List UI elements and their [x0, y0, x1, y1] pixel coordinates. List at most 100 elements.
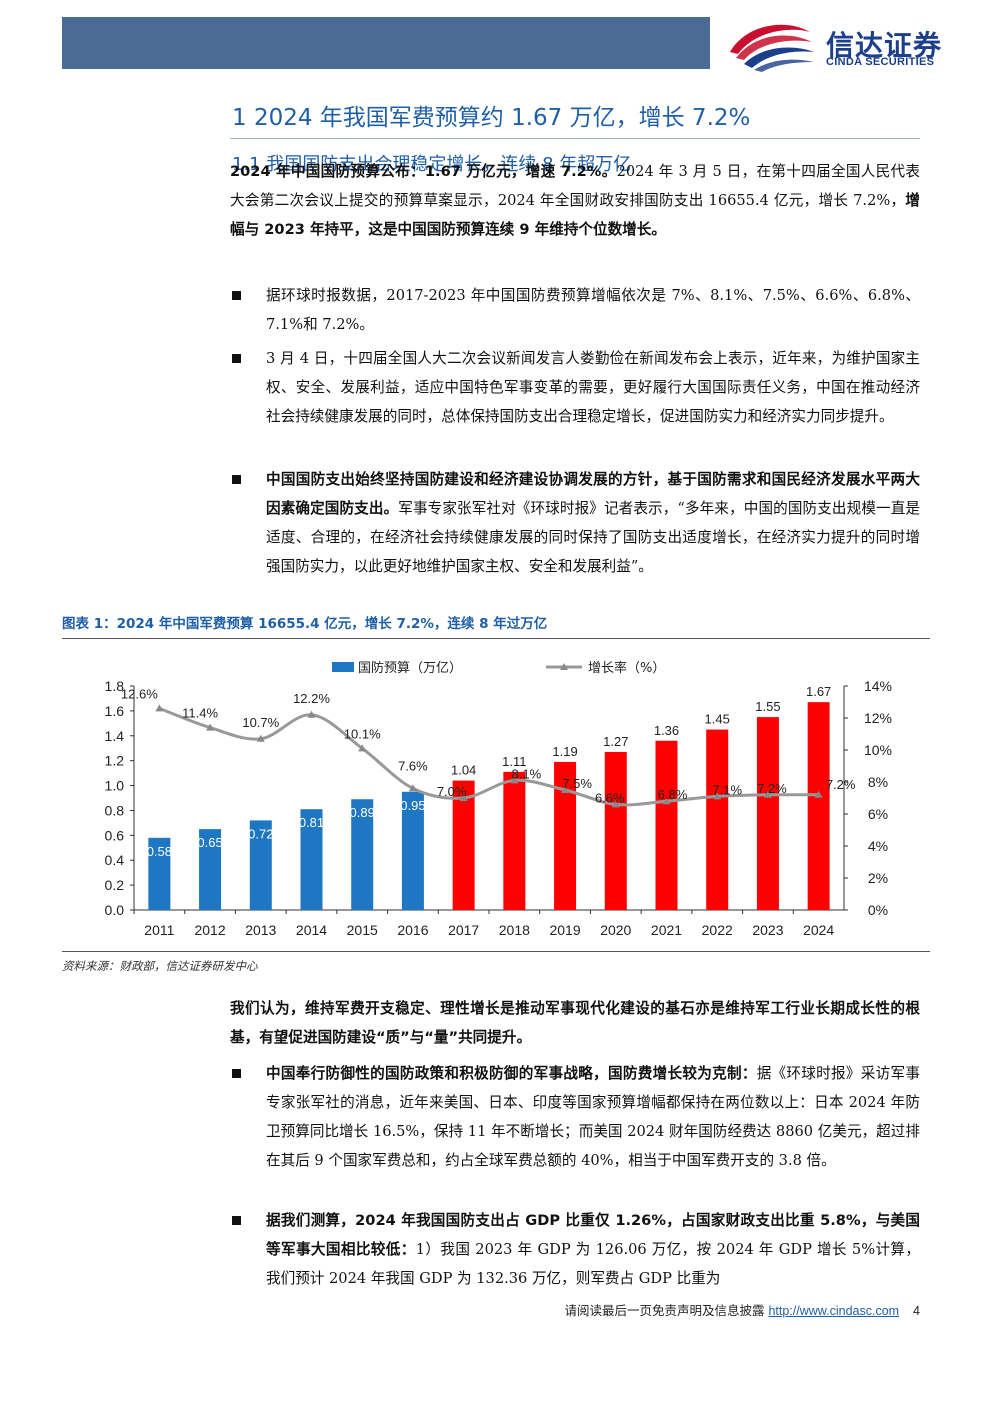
- bullet-item: 3 月 4 日，十四届全国人大二次会议新闻发言人娄勤俭在新闻发布会上表示，近年来…: [230, 344, 920, 431]
- intro-text: 2024 年 3 月 5 日，在第十四届全国人民代表大会第二次会议上提交的预算草…: [230, 163, 921, 209]
- heading-divider: [230, 138, 920, 139]
- bar: [199, 829, 222, 910]
- bar: [503, 771, 526, 910]
- right-tick-label: 12%: [864, 710, 892, 726]
- bullet-item: 据我们测算，2024 年我国国防支出占 GDP 比重仅 1.26%，占国家财政支…: [230, 1206, 920, 1293]
- bar: [249, 820, 272, 910]
- intro-bold-tail: 增幅与 2023 年持平，这是中国国防预算连续 9 年维持个位数增长。: [230, 192, 920, 238]
- growth-rate-marker: [814, 790, 823, 798]
- x-tick-label: 2023: [752, 922, 783, 938]
- growth-rate-marker: [561, 786, 570, 793]
- bar: [554, 761, 577, 910]
- right-tick-label: 4%: [868, 838, 888, 854]
- right-tick-label: 2%: [868, 870, 888, 886]
- growth-rate-label: 7.1%: [712, 782, 742, 797]
- page-number: 4: [913, 1304, 920, 1318]
- growth-rate-marker: [307, 710, 316, 718]
- left-tick-label: 0.6: [105, 827, 125, 843]
- bar-value-label: 0.81: [299, 815, 324, 830]
- x-tick-label: 2016: [397, 922, 428, 938]
- growth-rate-marker: [713, 792, 722, 800]
- bullet-text: 据《环球时报》采访军事专家张军社的消息，近年来美国、日本、印度等国家预算增幅都保…: [266, 1065, 920, 1169]
- left-tick-label: 0.0: [105, 902, 125, 918]
- bar-value-label: 1.19: [552, 744, 577, 759]
- bar-value-label: 1.45: [705, 712, 730, 727]
- growth-rate-label: 7.2%: [757, 781, 787, 796]
- defense-budget-chart: 0.0 0.2 0.4 0.6 0.8 1.0 1.2 1.4 1.6 1.8 0% 2% 4% 6% 8%…: [105, 660, 892, 938]
- header-bar: [62, 17, 710, 69]
- bar: [655, 740, 678, 910]
- bar-value-label: 0.72: [248, 826, 273, 841]
- left-tick-label: 0.2: [105, 877, 125, 893]
- left-tick-label: 0.4: [105, 852, 125, 868]
- growth-rate-marker: [459, 794, 468, 801]
- x-tick-label: 2018: [499, 922, 530, 938]
- x-tick-label: 2015: [347, 922, 378, 938]
- bullet-item: 据环球时报数据，2017-2023 年中国国防费预算增幅依次是 7%、8.1%、…: [230, 281, 920, 339]
- growth-rate-line: [158, 706, 819, 807]
- right-tick-label: 8%: [868, 774, 888, 790]
- bar: [351, 799, 374, 910]
- bullet-text: 3 月 4 日，十四届全国人大二次会议新闻发言人娄勤俭在新闻发布会上表示，近年来…: [266, 350, 920, 425]
- growth-rate-marker: [662, 797, 671, 805]
- growth-rate-marker: [155, 704, 164, 712]
- growth-rate-label: 8.1%: [512, 766, 542, 781]
- x-tick-label: 2019: [549, 922, 580, 938]
- bullet-square-icon: [232, 291, 241, 300]
- bar-value-label: 1.55: [755, 699, 780, 714]
- growth-rate-label: 11.4%: [182, 706, 218, 721]
- bar-value-label: 0.95: [400, 798, 425, 813]
- bar: [604, 751, 627, 910]
- growth-rate-marker: [408, 784, 417, 792]
- subsection-heading: 1.1 我国国防支出合理稳定增长，连续 8 年超万亿: [232, 154, 632, 175]
- bar-value-label: 1.36: [654, 723, 679, 738]
- footer-disclaimer: 请阅读最后一页免责声明及信息披露: [564, 1303, 765, 1318]
- bar: [401, 791, 424, 910]
- x-tick-label: 2021: [651, 922, 682, 938]
- bar: [148, 837, 171, 910]
- left-tick-label: 1.2: [105, 753, 125, 769]
- growth-rate-label: 10.7%: [242, 715, 279, 730]
- growth-rate-label: 6.8%: [658, 787, 688, 802]
- page-footer: 请阅读最后一页免责声明及信息披露 http://www.cindasc.com …: [420, 1300, 920, 1319]
- x-tick-label: 2014: [296, 922, 327, 938]
- section-heading: 1 2024 年我国军费预算约 1.67 万亿，增长 7.2%: [232, 105, 751, 131]
- growth-rate-marker: [256, 734, 265, 742]
- bullet-bold: 中国国防支出始终坚持国防建设和经济建设协调发展的方针，基于国防需求和国民经济发展…: [266, 471, 920, 517]
- growth-rate-label: 7.6%: [398, 758, 428, 773]
- legend-line-marker: [560, 663, 568, 670]
- legend-bar-label: 国防预算（万亿）: [358, 660, 462, 676]
- growth-rate-label: 7.0%: [437, 784, 467, 799]
- bar: [300, 809, 323, 910]
- bar: [807, 702, 830, 910]
- growth-rate-label: 10.1%: [344, 726, 381, 741]
- bullet-square-icon: [232, 1216, 241, 1225]
- bullet-text: 据环球时报数据，2017-2023 年中国国防费预算增幅依次是 7%、8.1%、…: [266, 287, 920, 333]
- growth-rate-marker: [510, 776, 519, 784]
- logo-emblem-icon: [730, 24, 814, 72]
- right-tick-label: 6%: [868, 806, 888, 822]
- logo: 信达证券 CINDA SECURITIES: [726, 18, 966, 74]
- footer-website-link[interactable]: http://www.cindasc.com: [768, 1304, 900, 1318]
- right-tick-label: 10%: [864, 742, 892, 758]
- legend-line-label: 增长率（%）: [588, 660, 665, 676]
- figure-top-rule: [62, 638, 930, 639]
- left-tick-label: 1.0: [105, 778, 125, 794]
- x-tick-label: 2024: [803, 922, 834, 938]
- x-tick-label: 2022: [702, 922, 733, 938]
- bar-value-label: 1.27: [603, 734, 628, 749]
- bullet-square-icon: [232, 1069, 241, 1078]
- bullet-square-icon: [232, 475, 241, 484]
- x-tick-label: 2017: [448, 922, 479, 938]
- bullet-bold: 据我们测算，2024 年我国国防支出占 GDP 比重仅 1.26%，占国家财政支…: [266, 1212, 920, 1258]
- growth-rate-marker: [611, 800, 620, 808]
- bar-value-label: 1.04: [451, 763, 476, 778]
- x-tick-label: 2012: [194, 922, 225, 938]
- growth-rate-label: 6.6%: [595, 790, 625, 805]
- intro-bold-lead: 2024 年中国国防预算公布：1.67 万亿元，增速 7.2%。: [230, 163, 617, 180]
- growth-rate-label: 12.2%: [293, 691, 330, 706]
- bar: [706, 729, 729, 910]
- bullet-text: 军事专家张军社对《环球时报》记者表示，“多年来，中国的国防支出规模一直是适度、合…: [266, 500, 920, 575]
- logo-english-text: CINDA SECURITIES: [826, 56, 935, 68]
- intro-paragraph: 2024 年中国国防预算公布：1.67 万亿元，增速 7.2%。2024 年 3…: [230, 157, 920, 244]
